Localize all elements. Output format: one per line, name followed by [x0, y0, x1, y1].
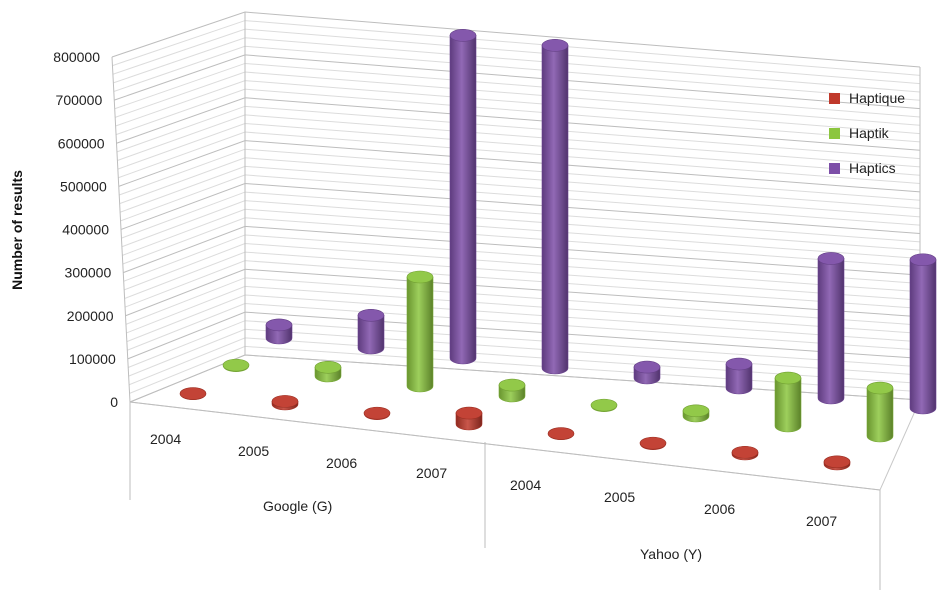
bar-haptik-5: [682, 404, 710, 423]
x-tick-label: 2006: [704, 501, 735, 517]
legend: Haptique Haptik Haptics: [829, 90, 905, 176]
x-tick-label: 2004: [510, 477, 541, 493]
bar-haptique-1: [271, 395, 299, 411]
y-axis-ticks: 0 100000 200000 300000 400000 500000 600000 700…: [53, 49, 118, 410]
y-axis-label: Number of results: [9, 170, 25, 290]
bar-haptics-5: [725, 357, 753, 395]
legend-label: Haptik: [849, 125, 890, 141]
y-tick-label: 500000: [60, 178, 107, 194]
y-tick-label: 300000: [65, 265, 112, 281]
bar-haptics-1: [357, 308, 385, 355]
bar-haptique-5: [639, 436, 667, 450]
legend-swatch: [829, 128, 840, 139]
y-tick-label: 400000: [62, 222, 109, 238]
bar-haptics-6: [817, 252, 845, 405]
x-tick-label: 2005: [238, 443, 269, 459]
x-tick-label: 2007: [806, 513, 837, 529]
legend-swatch: [829, 163, 840, 174]
bar-haptics-0: [265, 318, 293, 345]
y-tick-label: 0: [110, 394, 118, 410]
bar-haptique-2: [363, 406, 391, 420]
y-tick-label: 600000: [58, 135, 105, 151]
y-tick-label: 700000: [56, 92, 103, 108]
group-label: Yahoo (Y): [640, 546, 702, 562]
legend-label: Haptique: [849, 90, 905, 106]
bar-haptics-4: [633, 360, 661, 385]
x-tick-label: 2007: [416, 465, 447, 481]
bar-haptik-3: [498, 378, 526, 403]
chart-walls: [111, 11, 921, 590]
bar-haptique-0: [179, 387, 207, 400]
bar-haptik-2: [406, 270, 434, 393]
bar-haptik-7: [866, 381, 894, 443]
bar-haptik-1: [314, 360, 342, 383]
bar-haptics-7: [909, 253, 937, 415]
legend-label: Haptics: [849, 160, 896, 176]
bar-haptique-6: [731, 445, 759, 461]
y-tick-label: 800000: [53, 49, 100, 65]
category-labels: 2004 2005 2006 2007 2004 2005 2006 2007 Google (…: [150, 431, 837, 562]
bar-haptique-7: [823, 455, 851, 471]
x-tick-label: 2004: [150, 431, 181, 447]
bar-haptics-3: [541, 39, 569, 375]
bars: [179, 29, 937, 471]
legend-swatch: [829, 93, 840, 104]
group-label: Google (G): [263, 498, 332, 514]
bar-haptik-4: [590, 398, 618, 412]
y-tick-label: 200000: [67, 308, 114, 324]
bar-haptik-6: [774, 371, 802, 433]
x-tick-label: 2005: [604, 489, 635, 505]
bar-haptik-0: [222, 358, 250, 372]
x-tick-label: 2006: [326, 455, 357, 471]
y-tick-label: 100000: [69, 351, 116, 367]
bar-haptique-4: [547, 427, 575, 440]
bar-haptics-2: [449, 29, 477, 365]
bar-haptique-3: [455, 406, 483, 431]
